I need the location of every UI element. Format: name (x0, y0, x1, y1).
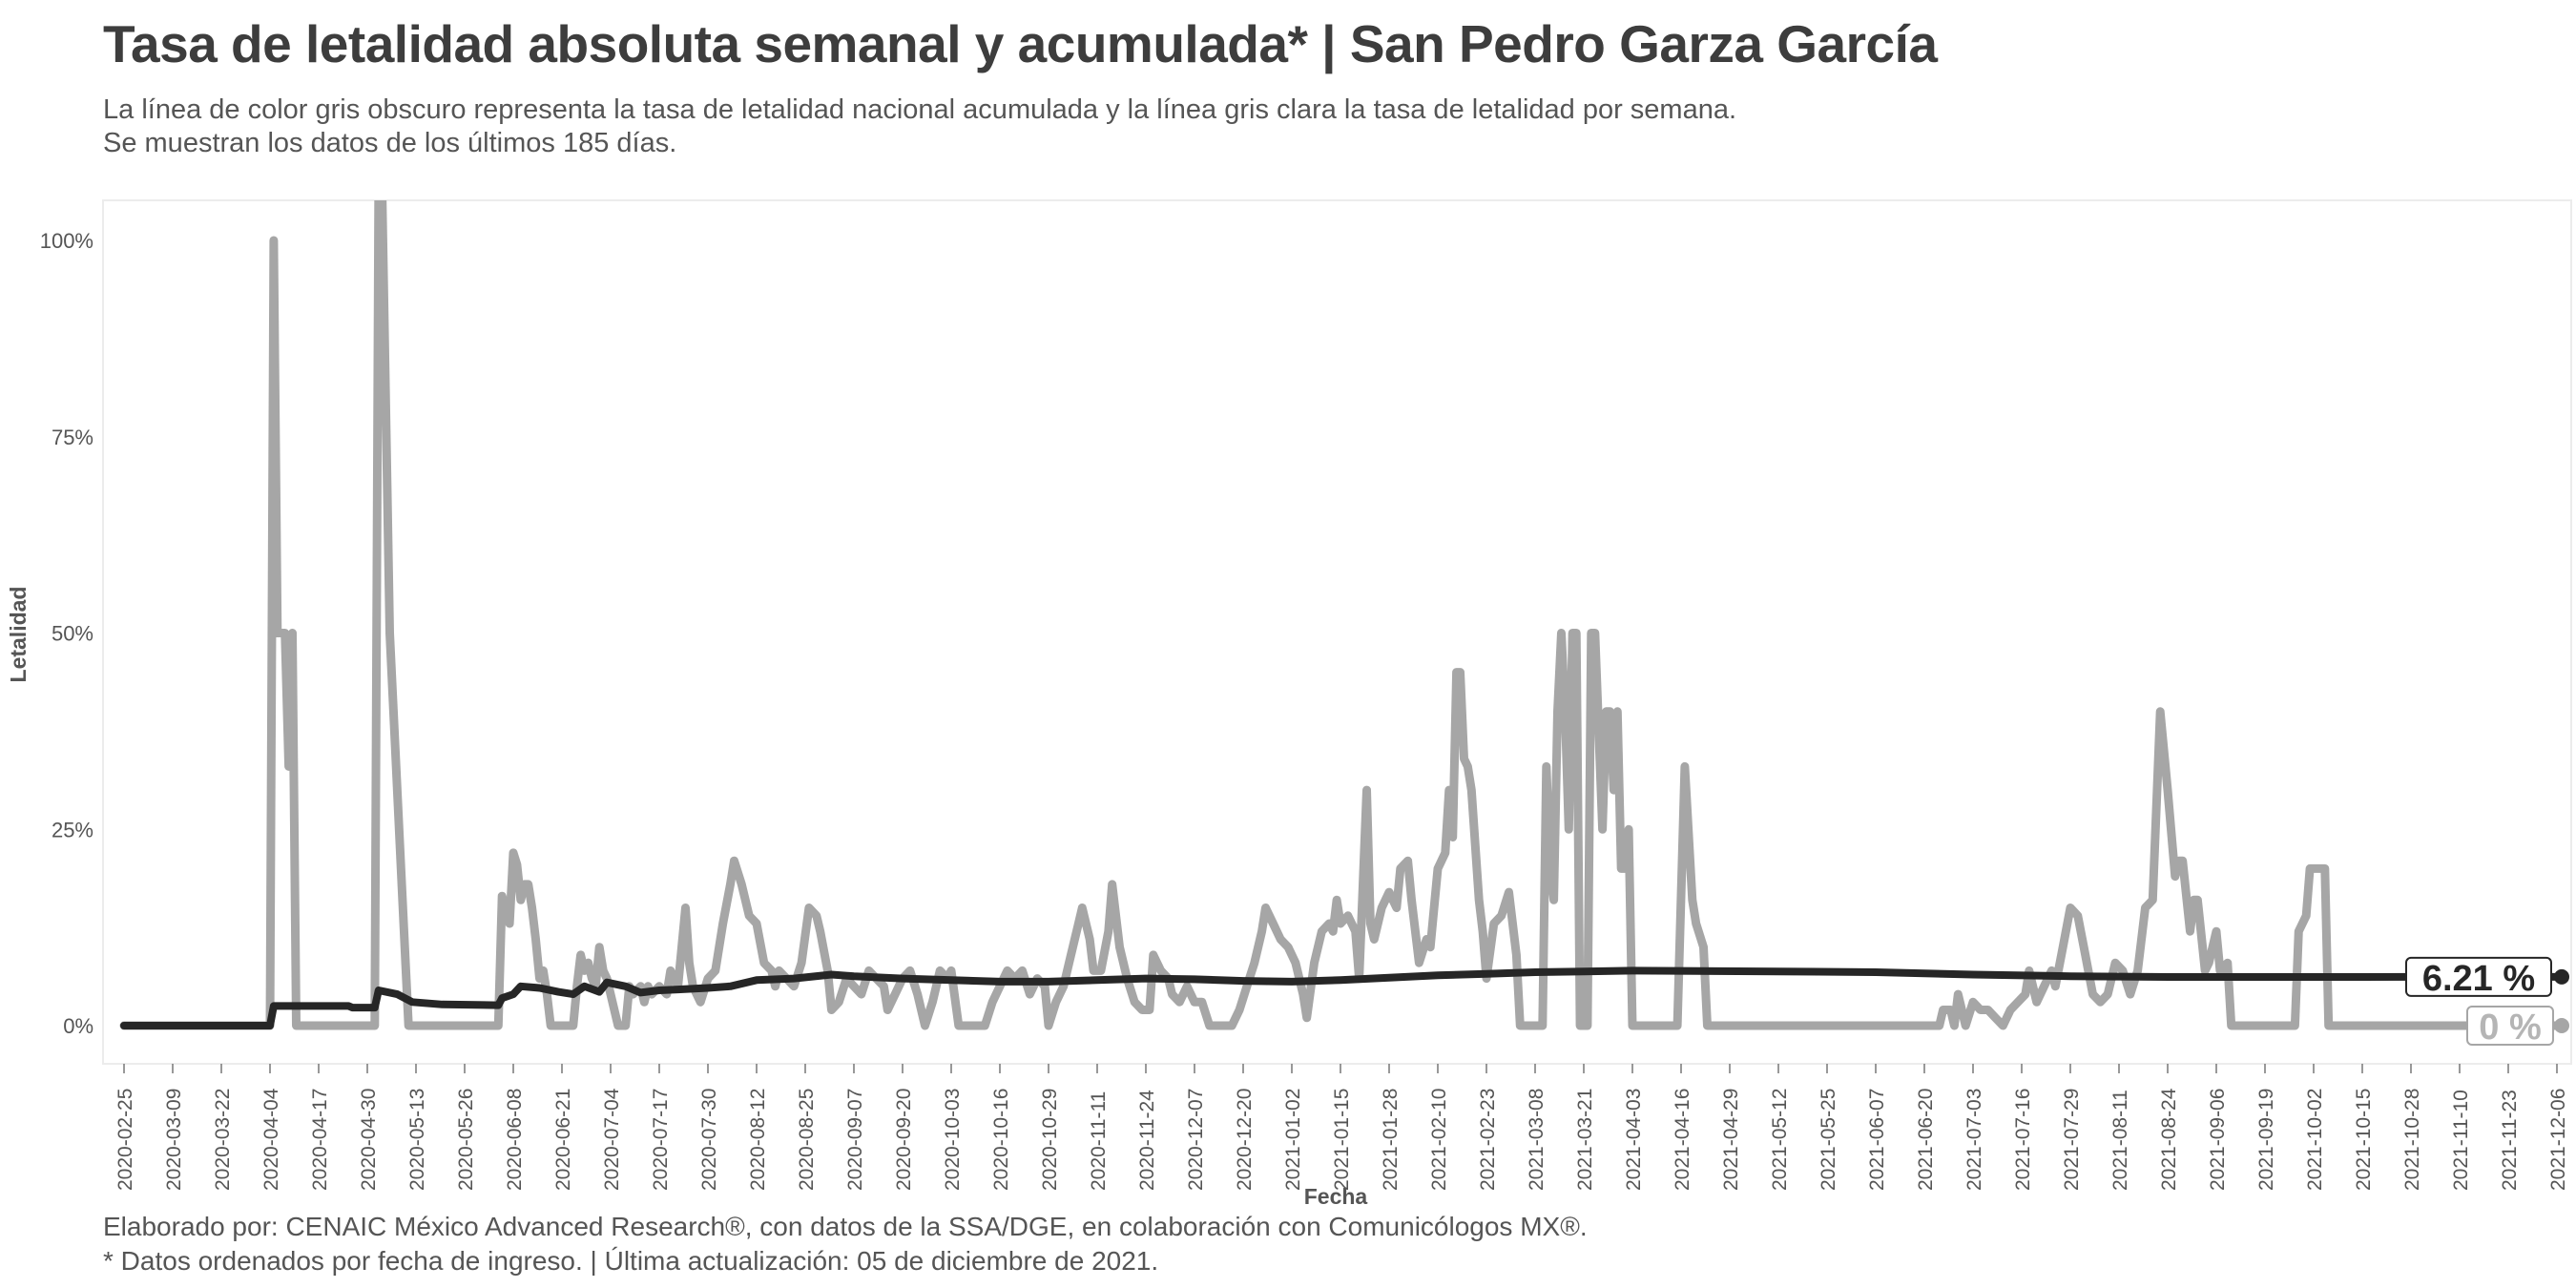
x-tick-label: 2020-03-09 (163, 1089, 185, 1191)
x-tick-label: 2020-06-21 (552, 1089, 574, 1191)
x-tick-label: 2020-04-04 (260, 1088, 282, 1191)
x-tick-label: 2021-07-16 (2012, 1089, 2034, 1191)
x-tick-label: 2020-10-29 (1039, 1089, 1061, 1191)
x-tick-label: 2021-05-25 (1818, 1089, 1839, 1191)
x-tick-label: 2021-03-21 (1574, 1089, 1596, 1191)
x-tick-label: 2020-12-07 (1185, 1089, 1207, 1191)
subtitle-line-2: Se muestran los datos de los últimos 185… (103, 128, 677, 158)
x-tick-label: 2021-11-23 (2499, 1090, 2521, 1191)
x-tick-label: 2020-10-16 (990, 1089, 1012, 1191)
x-tick-label: 2021-01-15 (1331, 1089, 1353, 1191)
x-tick-label: 2021-04-29 (1720, 1089, 1742, 1191)
end-labels: 0 % 6.21 % (2405, 956, 2569, 1048)
x-tick-label: 2021-04-16 (1672, 1089, 1693, 1191)
caption-line-2: * Datos ordenados por fecha de ingreso. … (103, 1246, 1159, 1276)
x-tick-label: 2021-06-07 (1866, 1089, 1888, 1191)
x-tick-label: 2020-09-07 (844, 1089, 866, 1191)
y-tick-label: 50% (52, 622, 93, 646)
cumulative-rate-line (120, 966, 2561, 1029)
x-tick-label: 2020-08-12 (747, 1089, 769, 1191)
weekly-end-label-box (2466, 1006, 2554, 1046)
x-tick-label: 2021-02-23 (1477, 1089, 1499, 1191)
x-tick-label: 2021-10-02 (2304, 1089, 2326, 1191)
x-tick-label: 2021-10-15 (2353, 1089, 2375, 1191)
x-tick-label: 2020-11-24 (1136, 1090, 1158, 1191)
cumulative-end-label: 6.21 % (2422, 959, 2535, 999)
x-axis-ticks: 2020-02-25 2020-03-09 2020-03-22 2020-04-04… (114, 1064, 2569, 1191)
x-axis-label: Fecha (1304, 1184, 1368, 1209)
x-tick-label: 2020-03-22 (212, 1089, 234, 1191)
x-tick-label: 2020-05-13 (406, 1089, 428, 1191)
x-tick-label: 2021-05-12 (1769, 1089, 1791, 1191)
x-tick-label: 2021-08-24 (2158, 1088, 2180, 1191)
x-tick-label: 2020-04-17 (309, 1089, 331, 1191)
chart-title: Tasa de letalidad absoluta semanal y acu… (103, 14, 1938, 73)
x-tick-label: 2020-09-20 (893, 1089, 915, 1191)
weekly-end-label: 0 % (2479, 1008, 2541, 1048)
series-lines (119, 200, 2562, 1030)
x-tick-label: 2021-11-10 (2450, 1090, 2472, 1191)
x-tick-label: 2020-07-30 (698, 1089, 720, 1191)
x-tick-label: 2020-02-25 (114, 1089, 136, 1191)
x-tick-label: 2021-01-28 (1380, 1089, 1402, 1191)
x-tick-label: 2020-06-08 (504, 1089, 526, 1191)
subtitle-line-1: La línea de color gris obscuro represent… (103, 94, 1737, 125)
plot-panel (102, 199, 2572, 1065)
x-tick-label: 2021-09-19 (2255, 1089, 2277, 1191)
x-tick-label: 2021-04-03 (1623, 1089, 1645, 1191)
x-tick-label: 2020-10-03 (942, 1089, 964, 1191)
x-tick-label: 2020-07-17 (650, 1089, 672, 1191)
x-tick-label: 2021-02-10 (1428, 1089, 1450, 1191)
y-tick-label: 75% (52, 426, 93, 449)
x-tick-label: 2021-03-08 (1526, 1089, 1548, 1191)
caption-line-1: Elaborado por: CENAIC México Advanced Re… (103, 1212, 1588, 1241)
x-tick-label: 2020-04-30 (358, 1089, 380, 1191)
y-tick-label: 100% (40, 229, 93, 253)
x-tick-label: 2021-09-06 (2207, 1089, 2229, 1191)
y-axis-ticks: 0% 25% 50% 75% 100% (40, 229, 93, 1038)
cumulative-end-label-box (2405, 956, 2552, 997)
x-tick-label: 2021-01-02 (1282, 1089, 1304, 1191)
x-tick-label: 2021-07-29 (2061, 1089, 2083, 1191)
chart-subtitle: La línea de color gris obscuro represent… (103, 93, 1736, 160)
y-tick-label: 0% (63, 1014, 93, 1038)
x-tick-label: 2020-08-25 (796, 1089, 818, 1191)
y-axis-label: Letalidad (6, 587, 31, 683)
x-tick-label: 2021-08-11 (2109, 1090, 2131, 1191)
x-tick-label: 2020-12-20 (1234, 1089, 1256, 1191)
x-tick-label: 2020-05-26 (455, 1089, 477, 1191)
x-tick-label: 2020-07-04 (601, 1088, 623, 1191)
y-tick-label: 25% (52, 818, 93, 841)
cumulative-end-point (2554, 968, 2569, 985)
weekly-rate-line (119, 200, 2562, 1030)
x-tick-label: 2021-12-06 (2547, 1089, 2569, 1191)
x-tick-label: 2021-06-20 (1915, 1089, 1937, 1191)
chart-caption: Elaborado por: CENAIC México Advanced Re… (103, 1210, 1588, 1278)
x-tick-label: 2021-07-03 (1963, 1089, 1985, 1191)
x-tick-label: 2020-11-11 (1088, 1091, 1110, 1191)
weekly-end-point (2554, 1018, 2569, 1033)
x-tick-label: 2021-10-28 (2401, 1089, 2423, 1191)
